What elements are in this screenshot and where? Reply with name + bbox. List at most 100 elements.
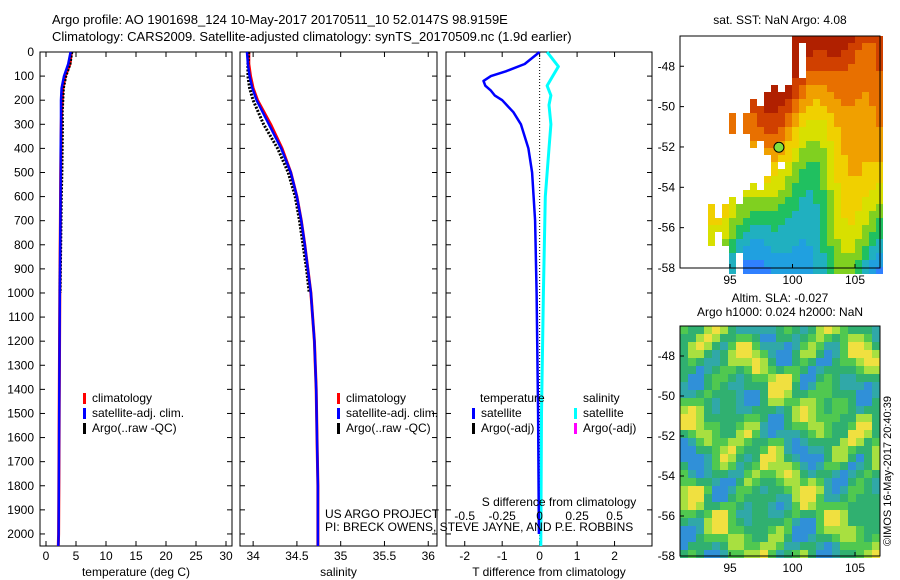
sla-cell: [872, 350, 880, 358]
sla-cell: [800, 358, 808, 366]
sla-cell: [800, 486, 808, 494]
sla-cell: [824, 414, 832, 422]
sla-cell: [776, 518, 784, 526]
sla-cell: [744, 350, 752, 358]
sst-cell: [729, 113, 736, 120]
sst-cell: [841, 267, 848, 274]
sla-cell: [688, 534, 696, 542]
sla-cell: [808, 398, 816, 406]
sla-cell: [832, 414, 840, 422]
depth-tick-label: 800: [14, 238, 34, 252]
sla-cell: [840, 534, 848, 542]
sla-cell: [736, 374, 744, 382]
sla-cell: [872, 374, 880, 382]
sla-cell: [776, 422, 784, 430]
sla-cell: [688, 478, 696, 486]
sst-cell: [813, 218, 820, 225]
sst-cell: [855, 148, 862, 155]
sla-cell: [856, 454, 864, 462]
sla-cell: [856, 414, 864, 422]
sla-cell: [752, 478, 760, 486]
sst_map-ytick-label: -58: [658, 261, 676, 275]
sla-cell: [768, 334, 776, 342]
sst-cell: [841, 64, 848, 71]
sst-cell: [750, 141, 757, 148]
sst-cell: [834, 267, 841, 274]
sla-cell: [856, 510, 864, 518]
sla-map-title-line1: Altim. SLA: -0.027: [732, 291, 829, 305]
sla-cell: [768, 462, 776, 470]
sst-cell: [848, 78, 855, 85]
sla-cell: [688, 446, 696, 454]
sla-cell: [720, 422, 728, 430]
sst-cell: [722, 218, 729, 225]
sla-cell: [752, 462, 760, 470]
sst-cell: [827, 162, 834, 169]
temperature-xlabel: temperature (deg C): [82, 565, 190, 579]
sla-cell: [840, 494, 848, 502]
sst-cell: [813, 57, 820, 64]
sst-cell: [820, 218, 827, 225]
sst-cell: [855, 71, 862, 78]
sst-cell: [715, 225, 722, 232]
sst-cell: [869, 232, 876, 239]
sla-cell: [800, 374, 808, 382]
sst-cell: [869, 99, 876, 106]
sst-cell: [764, 183, 771, 190]
sla-cell: [872, 470, 880, 478]
sla-cell: [760, 382, 768, 390]
sst-cell: [736, 239, 743, 246]
sst-cell: [820, 50, 827, 57]
sla-cell: [848, 422, 856, 430]
sla-cell: [808, 382, 816, 390]
sla-cell: [688, 334, 696, 342]
sla-cell: [736, 518, 744, 526]
sla-cell: [680, 462, 688, 470]
sst-cell: [778, 260, 785, 267]
sst-cell: [764, 176, 771, 183]
sst-cell: [820, 57, 827, 64]
sst-cell: [792, 134, 799, 141]
sst-cell: [778, 113, 785, 120]
sst-cell: [778, 239, 785, 246]
sst-cell: [771, 183, 778, 190]
sst-cell: [764, 225, 771, 232]
sst-cell: [855, 99, 862, 106]
sst-cell: [778, 183, 785, 190]
sla-cell: [760, 454, 768, 462]
sla-cell: [840, 486, 848, 494]
sst-cell: [799, 253, 806, 260]
sst-cell: [764, 120, 771, 127]
sst-cell: [799, 106, 806, 113]
sst-cell: [778, 253, 785, 260]
sla-cell: [720, 542, 728, 550]
sla-cell: [800, 462, 808, 470]
sla-cell: [704, 422, 712, 430]
sst-cell: [750, 106, 757, 113]
sst-cell: [855, 260, 862, 267]
sst-cell: [841, 183, 848, 190]
sla-cell: [832, 494, 840, 502]
sla-cell: [728, 462, 736, 470]
sst-cell: [841, 176, 848, 183]
sla-cell: [848, 502, 856, 510]
sla-cell: [864, 478, 872, 486]
sla-cell: [744, 438, 752, 446]
sla-cell: [848, 446, 856, 454]
sla-cell: [720, 478, 728, 486]
sst-cell: [792, 190, 799, 197]
sla-cell: [824, 438, 832, 446]
sla_map-xtick-label: 105: [845, 561, 865, 575]
sla-cell: [792, 382, 800, 390]
legend-temp-argo-swatch: [472, 423, 475, 434]
legend-temperature-header: temperature: [480, 391, 545, 405]
sst-cell: [827, 225, 834, 232]
sla-cell: [792, 326, 800, 334]
sla-cell: [848, 494, 856, 502]
sla-cell: [696, 462, 704, 470]
sla-cell: [856, 534, 864, 542]
sla-cell: [856, 446, 864, 454]
sla-cell: [824, 334, 832, 342]
sst-cell: [736, 246, 743, 253]
